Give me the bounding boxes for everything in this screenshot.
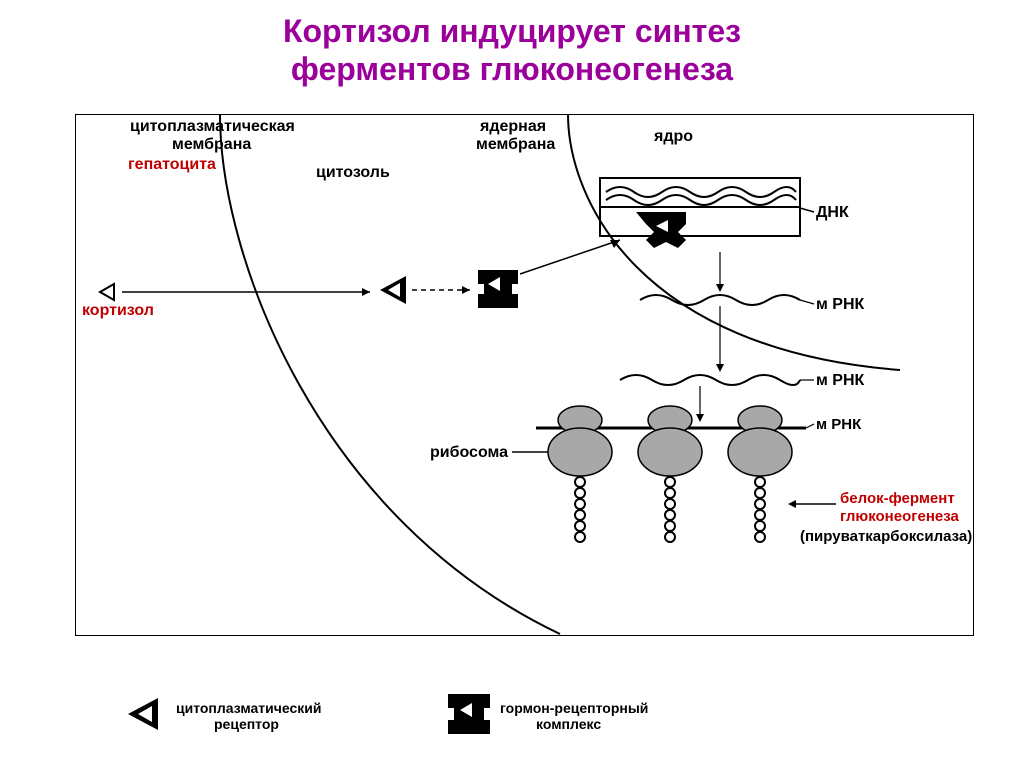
arrow-transcription bbox=[716, 252, 724, 292]
dna-leader bbox=[800, 208, 814, 212]
legend-hrc-icon bbox=[448, 694, 490, 734]
arrow-mrna-to-ribosome bbox=[696, 386, 704, 422]
arrow-protein-label bbox=[788, 500, 836, 508]
mrna1-leader bbox=[800, 300, 814, 304]
mrna-wave-1 bbox=[640, 295, 800, 305]
mrna3-leader bbox=[806, 424, 814, 428]
legend-receptor-icon bbox=[128, 698, 158, 730]
protein-chain-2 bbox=[665, 477, 675, 542]
arrow-receptor-to-complex bbox=[412, 286, 470, 294]
dna-bound-complex-icon bbox=[636, 212, 686, 248]
diagram-svg bbox=[0, 0, 1024, 767]
mrna-wave-2 bbox=[620, 375, 800, 385]
arrow-mrna-export bbox=[716, 306, 724, 372]
cortisol-icon bbox=[100, 284, 114, 300]
hormone-receptor-complex-icon bbox=[478, 270, 518, 308]
arrow-complex-to-dna bbox=[520, 240, 620, 274]
protein-chain-1 bbox=[575, 477, 585, 542]
arrow-cortisol-to-receptor bbox=[122, 288, 370, 296]
cyto-membrane-curve bbox=[220, 114, 560, 634]
dna-box bbox=[600, 178, 800, 236]
ribosome-1 bbox=[548, 406, 612, 476]
ribosome-3 bbox=[728, 406, 792, 476]
ribosome-2 bbox=[638, 406, 702, 476]
protein-chain-3 bbox=[755, 477, 765, 542]
receptor-icon bbox=[380, 276, 406, 304]
